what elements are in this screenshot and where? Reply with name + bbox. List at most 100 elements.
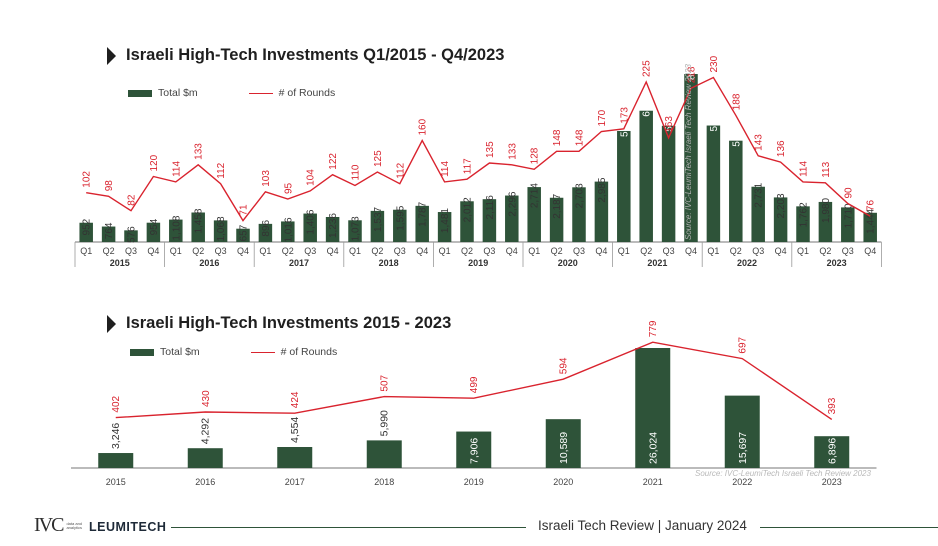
rounds-value-label: 393 bbox=[827, 397, 838, 414]
bar-value-label: 1,787 bbox=[418, 201, 429, 226]
bar-value-label: 1,068 bbox=[216, 216, 227, 241]
bar-quarter bbox=[661, 125, 676, 242]
rounds-value-label: 173 bbox=[619, 107, 630, 124]
rounds-value-label: 499 bbox=[469, 376, 480, 393]
legend-line-label: # of Rounds bbox=[278, 87, 336, 99]
bar-value-label: 2,731 bbox=[754, 182, 765, 207]
bar-quarter bbox=[460, 201, 474, 242]
bar-year bbox=[456, 431, 492, 468]
quarter-tick-label: Q1 bbox=[80, 246, 92, 256]
legend-bar-label: Total $m bbox=[158, 87, 198, 99]
rounds-value-label: 160 bbox=[418, 118, 429, 135]
bar-value-label: 2,985 bbox=[597, 177, 608, 202]
bar-value-label: 1,406 bbox=[306, 209, 317, 234]
rounds-value-label: 112 bbox=[216, 162, 227, 178]
rounds-value-label: 594 bbox=[559, 357, 570, 374]
bar-value-label: 5,990 bbox=[379, 410, 391, 436]
bar-quarter bbox=[549, 197, 564, 242]
bar-value-label: 954 bbox=[149, 218, 160, 235]
bar-value-label: 2,187 bbox=[552, 193, 563, 218]
year-tick-label: 2022 bbox=[732, 477, 752, 487]
quarter-tick-label: Q1 bbox=[797, 246, 809, 256]
rounds-value-label: 133 bbox=[194, 143, 205, 160]
bar-quarter bbox=[281, 221, 295, 242]
chart1-source-note: Source: IVC-LeumiTech Israeli Tech Revie… bbox=[684, 64, 693, 240]
bar-value-label: 6,896 bbox=[826, 438, 838, 464]
legend-line-swatch bbox=[250, 351, 275, 353]
year-tick-label: 2020 bbox=[553, 477, 573, 487]
bar-value-label: 2,116 bbox=[485, 195, 496, 220]
bar-quarter bbox=[527, 187, 541, 242]
bar-quarter bbox=[303, 213, 317, 242]
rounds-value-label: 218 bbox=[687, 66, 698, 83]
year-tick-label: 2015 bbox=[110, 258, 130, 268]
footer-divider-right bbox=[760, 527, 938, 528]
quarter-tick-label: Q3 bbox=[394, 246, 406, 256]
quarter-tick-label: Q4 bbox=[506, 246, 518, 256]
chart1-legend: Total $m # of Rounds bbox=[128, 87, 335, 99]
rounds-value-label: 697 bbox=[738, 336, 749, 353]
bar-value-label: 2,714 bbox=[530, 183, 541, 208]
bar-quarter bbox=[213, 220, 228, 242]
bar-quarter bbox=[482, 199, 497, 242]
bar-quarter bbox=[415, 205, 429, 242]
bar-quarter bbox=[124, 230, 138, 242]
bar-value-label: 4,554 bbox=[289, 417, 301, 443]
rounds-value-label: 110 bbox=[351, 164, 362, 180]
bar-quarter bbox=[639, 110, 653, 242]
rounds-value-label: 113 bbox=[821, 161, 832, 177]
bar-value-label: 2,012 bbox=[463, 197, 474, 222]
bar-value-label: 4,292 bbox=[200, 418, 212, 444]
quarter-tick-label: Q3 bbox=[752, 246, 764, 256]
quarter-tick-label: Q1 bbox=[618, 246, 630, 256]
rounds-value-label: 114 bbox=[440, 161, 451, 177]
bar-quarter bbox=[79, 222, 93, 242]
bar-year bbox=[635, 348, 671, 468]
quarter-tick-label: Q3 bbox=[483, 246, 495, 256]
bar-value-label: 6,488 bbox=[642, 91, 653, 116]
rounds-value-label: 430 bbox=[201, 390, 212, 407]
bar-value-label: 657 bbox=[239, 224, 250, 241]
bar-value-label: 1,537 bbox=[373, 206, 384, 231]
rounds-value-label: 143 bbox=[754, 134, 765, 151]
year-tick-label: 2016 bbox=[195, 477, 215, 487]
rounds-value-label: 122 bbox=[328, 153, 339, 170]
quarter-tick-label: Q3 bbox=[215, 246, 227, 256]
year-tick-label: 2020 bbox=[558, 258, 578, 268]
rounds-value-label: 188 bbox=[731, 93, 742, 110]
bar-value-label: 3,246 bbox=[110, 423, 122, 449]
bar-quarter bbox=[617, 130, 631, 242]
quarter-tick-label: Q3 bbox=[573, 246, 585, 256]
chart2-title-text: Israeli High-Tech Investments 2015 - 202… bbox=[126, 314, 452, 332]
quarter-tick-label: Q4 bbox=[864, 246, 876, 256]
year-tick-label: 2023 bbox=[822, 477, 842, 487]
bar-quarter bbox=[169, 219, 183, 242]
bar-quarter bbox=[572, 187, 586, 242]
bar-value-label: 952 bbox=[82, 218, 93, 235]
rounds-value-label: 230 bbox=[709, 55, 720, 72]
year-tick-label: 2023 bbox=[827, 258, 847, 268]
title-marker-icon bbox=[107, 46, 116, 65]
rounds-value-label: 76 bbox=[866, 200, 877, 212]
legend-bar-item: Total $m bbox=[130, 346, 200, 358]
rounds-value-label: 90 bbox=[843, 187, 854, 199]
quarter-tick-label: Q4 bbox=[775, 246, 787, 256]
bar-year bbox=[545, 419, 581, 468]
bar-value-label: 576 bbox=[127, 226, 138, 243]
ivc-logo: IVC data and analytics bbox=[34, 514, 84, 537]
quarter-tick-label: Q2 bbox=[640, 246, 652, 256]
bar-value-label: 1,108 bbox=[171, 215, 182, 240]
quarter-tick-label: Q3 bbox=[663, 246, 675, 256]
legend-line-item: # of Rounds bbox=[248, 87, 336, 99]
quarter-tick-label: Q2 bbox=[551, 246, 563, 256]
bar-value-label: 2,703 bbox=[575, 183, 586, 208]
quarter-tick-label: Q1 bbox=[707, 246, 719, 256]
quarter-tick-label: Q3 bbox=[842, 246, 854, 256]
rounds-value-label: 95 bbox=[283, 182, 294, 194]
rounds-line bbox=[115, 341, 833, 420]
bar-value-label: 2,203 bbox=[776, 193, 787, 218]
bar-quarter bbox=[370, 210, 385, 242]
bar-value-label: 1,236 bbox=[328, 213, 339, 238]
quarter-tick-label: Q2 bbox=[192, 246, 204, 256]
bar-value-label: 2,296 bbox=[507, 191, 518, 216]
